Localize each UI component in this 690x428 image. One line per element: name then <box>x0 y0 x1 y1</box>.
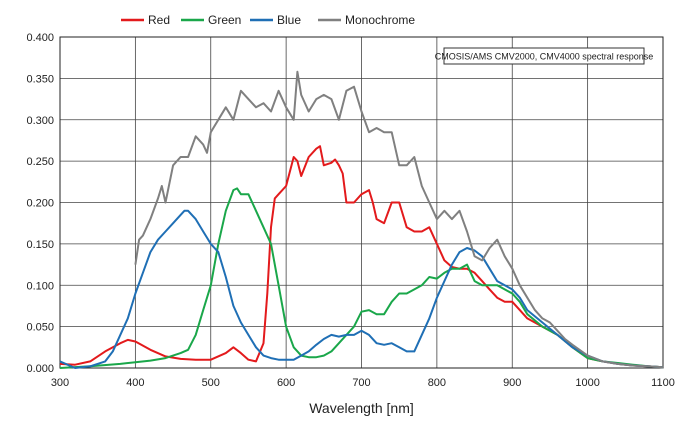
series-line-monochrome <box>134 70 664 369</box>
x-tick-label: 800 <box>428 377 446 389</box>
x-tick-label: 500 <box>202 377 220 389</box>
x-tick-label: 300 <box>51 377 69 389</box>
y-tick-label: 0.100 <box>26 280 54 292</box>
y-tick-label: 0.000 <box>26 363 54 375</box>
legend-label-red: Red <box>148 13 170 27</box>
annotation-box: CMOSIS/AMS CMV2000, CMV4000 spectral res… <box>435 47 654 65</box>
series-line-blue <box>59 209 664 369</box>
y-tick-label: 0.050 <box>26 322 54 334</box>
legend-label-blue: Blue <box>277 13 301 27</box>
y-tick-label: 0.350 <box>26 73 54 85</box>
annotation-text: CMOSIS/AMS CMV2000, CMV4000 spectral res… <box>435 52 654 62</box>
legend-label-monochrome: Monochrome <box>345 13 415 27</box>
y-tick-label: 0.250 <box>26 156 54 168</box>
y-tick-label: 0.300 <box>26 115 54 127</box>
x-tick-label: 900 <box>503 377 521 389</box>
x-axis-title: Wavelength [nm] <box>309 400 414 416</box>
x-tick-label: 1100 <box>651 377 675 389</box>
x-tick-label: 1000 <box>575 377 599 389</box>
series-lines <box>59 70 664 369</box>
legend-label-green: Green <box>208 13 241 27</box>
series-line-green <box>59 187 664 369</box>
plot-frame <box>59 36 664 369</box>
x-axis-ticks: 300 400 500 600 700 800 900 1000 1100 <box>51 377 675 389</box>
y-axis-ticks: 0.000 0.050 0.100 0.150 0.200 0.250 0.300 0.350… <box>26 32 54 375</box>
y-tick-label: 0.200 <box>26 198 54 210</box>
y-tick-label: 0.150 <box>26 239 54 251</box>
x-tick-label: 700 <box>352 377 370 389</box>
x-tick-label: 400 <box>126 377 144 389</box>
x-tick-label: 600 <box>277 377 295 389</box>
legend: Red Green Blue Monochrome <box>121 13 415 27</box>
annotation-frame <box>443 47 645 65</box>
y-tick-label: 0.400 <box>26 32 54 44</box>
series-line-red <box>59 145 664 369</box>
